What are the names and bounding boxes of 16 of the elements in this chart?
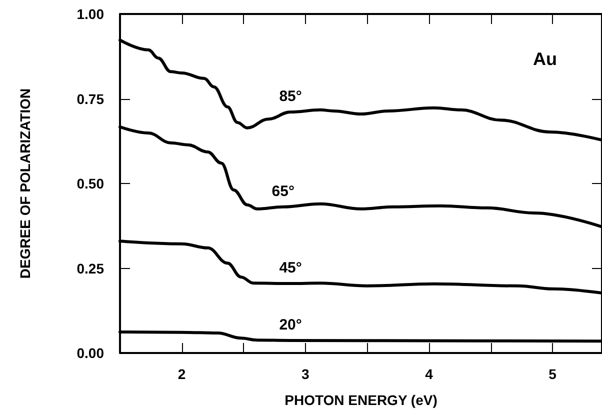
y-tick-label: 0.75 (76, 90, 104, 107)
x-tick-label: 3 (301, 366, 310, 382)
series-label: 65° (272, 182, 294, 200)
x-tick-label: 2 (178, 366, 186, 382)
y-tick-label: 0.50 (76, 176, 104, 192)
series-label: 45° (279, 260, 302, 277)
y-tick-label: 1.00 (76, 6, 104, 22)
x-tick-label: 5 (548, 366, 557, 382)
series-label: 85° (279, 88, 302, 105)
annotation: Au (533, 49, 558, 69)
series-label: 20° (279, 316, 302, 334)
y-axis-title: DEGREE OF POLARIZATION (17, 88, 33, 279)
y-tick-label: 0.25 (76, 260, 104, 276)
x-axis-title: PHOTON ENERGY (eV) (284, 392, 438, 408)
y-tick-label: 0.00 (76, 345, 104, 361)
x-tick-label: 4 (425, 366, 434, 382)
